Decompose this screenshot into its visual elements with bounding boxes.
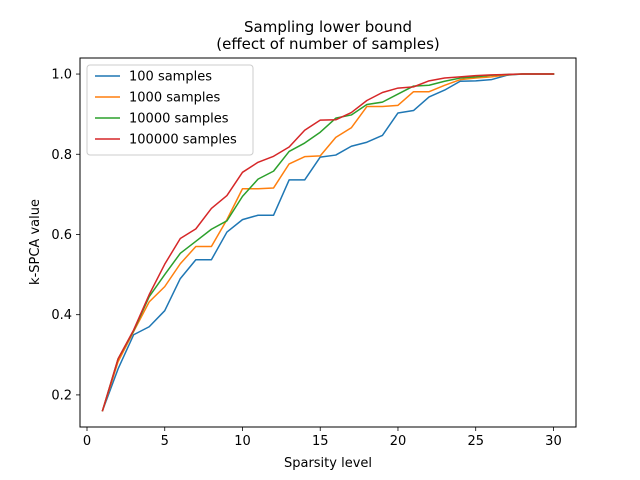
y-tick-label: 1.0 — [51, 68, 72, 83]
x-tick-label: 25 — [467, 434, 484, 449]
y-tick-label: 0.8 — [51, 148, 72, 163]
legend-label-1: 1000 samples — [129, 91, 220, 106]
x-axis: 0 5 10 15 20 25 30 — [83, 427, 562, 449]
x-tick-label: 10 — [234, 434, 251, 449]
plot-area — [101, 73, 555, 412]
series-line-1 — [101, 73, 555, 412]
x-tick-label: 15 — [312, 434, 329, 449]
legend-label-0: 100 samples — [129, 70, 212, 85]
chart-subtitle: (effect of number of samples) — [216, 35, 440, 53]
series-line-0 — [101, 73, 555, 412]
legend-label-2: 10000 samples — [129, 112, 229, 127]
y-tick-label: 0.2 — [51, 388, 72, 403]
series-line-3 — [101, 73, 555, 412]
y-tick-label: 0.4 — [51, 308, 72, 323]
x-axis-label: Sparsity level — [284, 456, 372, 471]
legend-box — [86, 64, 254, 156]
y-tick-label: 0.6 — [51, 228, 72, 243]
legend-label-3: 100000 samples — [129, 133, 237, 148]
legend: 100 samples 1000 samples 10000 samples 1000… — [86, 64, 254, 156]
plot-frame — [79, 57, 577, 428]
x-tick-label: 0 — [83, 434, 91, 449]
y-axis: 0.2 0.4 0.6 0.8 1.0 — [51, 68, 80, 403]
x-tick-label: 30 — [545, 434, 562, 449]
x-tick-label: 20 — [390, 434, 407, 449]
chart-title: Sampling lower bound — [244, 18, 412, 36]
x-tick-label: 5 — [161, 434, 169, 449]
series-line-2 — [101, 73, 555, 412]
y-axis-label: k-SPCA value — [28, 199, 43, 285]
